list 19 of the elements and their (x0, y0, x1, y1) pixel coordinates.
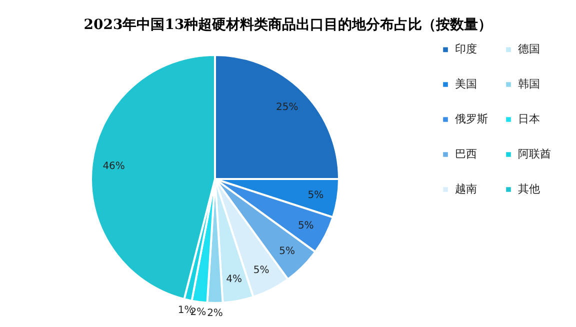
legend-label: 韩国 (518, 78, 540, 90)
legend-label: 其他 (518, 182, 540, 196)
data-label: 5% (253, 264, 270, 276)
data-label: 25% (276, 102, 298, 113)
legend-label: 美国 (455, 78, 477, 90)
data-label: 5% (308, 190, 324, 201)
data-label: 5% (298, 220, 314, 232)
chart-title: 2023年中国13种超硬材料类商品出口目的地分布占比（按数量） (84, 16, 492, 33)
legend-label: 巴西 (455, 148, 477, 160)
legend-label: 俄罗斯 (455, 112, 488, 126)
legend-label: 阿联酋 (518, 148, 551, 160)
data-label: 2% (207, 308, 223, 319)
legend-label: 德国 (518, 42, 540, 56)
data-label: 5% (279, 246, 296, 258)
data-label: 46% (102, 161, 125, 172)
legend-label: 印度 (455, 42, 477, 56)
legend-label: 越南 (455, 182, 477, 196)
data-label: 4% (226, 274, 242, 286)
legend-label: 日本 (518, 112, 540, 126)
